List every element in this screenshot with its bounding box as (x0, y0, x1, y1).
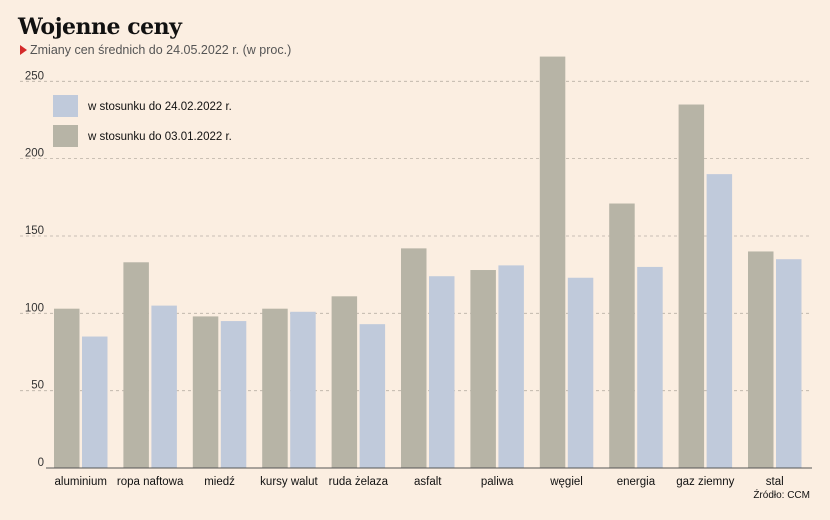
category-labels: aluminium ropa naftowa miedź kursy walut rud… (55, 476, 784, 488)
source-note: Źródło: CCM (753, 488, 810, 501)
legend: w stosunku do 24.02.2022 r. w stosunku d… (53, 95, 232, 147)
bar-0301-9 (678, 104, 705, 468)
category-label: miedź (204, 476, 235, 488)
y-tick-label: 100 (25, 302, 44, 314)
bars (54, 56, 802, 469)
category-label: aluminium (55, 476, 107, 488)
y-tick-label: 50 (31, 380, 44, 392)
red-triangle-icon (20, 45, 27, 55)
bar-0301-4 (331, 296, 358, 468)
bar-0301-3 (262, 308, 288, 468)
bar-0301-1 (123, 262, 149, 468)
bar-2402-0 (82, 336, 108, 468)
bar-2402-1 (151, 305, 177, 468)
y-tick-label: 0 (38, 457, 44, 469)
chart-subtitle: Zmiany cen średnich do 24.05.2022 r. (w … (20, 43, 291, 57)
legend-swatch-2402 (53, 95, 78, 117)
bar-2402-8 (637, 266, 663, 468)
bar-0301-7 (539, 56, 566, 469)
category-label: asfalt (414, 476, 442, 488)
bar-2402-6 (498, 265, 524, 468)
y-tick-label: 150 (25, 225, 44, 237)
bar-2402-10 (776, 259, 802, 468)
bar-0301-0 (54, 308, 80, 468)
category-label: stal (766, 476, 784, 488)
bar-2402-4 (359, 324, 386, 468)
bar-2402-9 (706, 174, 733, 468)
bar-2402-5 (429, 276, 455, 468)
bar-0301-5 (401, 248, 427, 468)
category-label: paliwa (481, 476, 514, 488)
legend-label-0301: w stosunku do 03.01.2022 r. (87, 131, 232, 143)
y-axis-ticks: 0 50 100 150 200 250 (25, 70, 44, 469)
legend-label-2402: w stosunku do 24.02.2022 r. (87, 101, 232, 113)
category-label: kursy walut (260, 476, 318, 488)
chart-title: Wojenne ceny (18, 14, 182, 40)
category-label: ropa naftowa (117, 476, 184, 488)
category-label: gaz ziemny (676, 476, 734, 488)
bar-0301-10 (748, 251, 774, 468)
bar-2402-3 (290, 311, 316, 468)
subtitle-text: Zmiany cen średnich do 24.05.2022 r. (w … (30, 43, 292, 57)
y-tick-label: 200 (25, 148, 44, 160)
bar-2402-7 (567, 277, 594, 468)
bar-0301-2 (192, 316, 219, 468)
y-tick-label: 250 (25, 70, 44, 82)
bar-2402-2 (220, 321, 247, 468)
category-label: ruda żelaza (329, 476, 389, 488)
bar-0301-8 (609, 203, 635, 469)
bar-0301-6 (470, 270, 496, 468)
legend-swatch-0301 (53, 125, 78, 147)
category-label: węgiel (549, 476, 583, 488)
category-label: energia (617, 476, 656, 488)
